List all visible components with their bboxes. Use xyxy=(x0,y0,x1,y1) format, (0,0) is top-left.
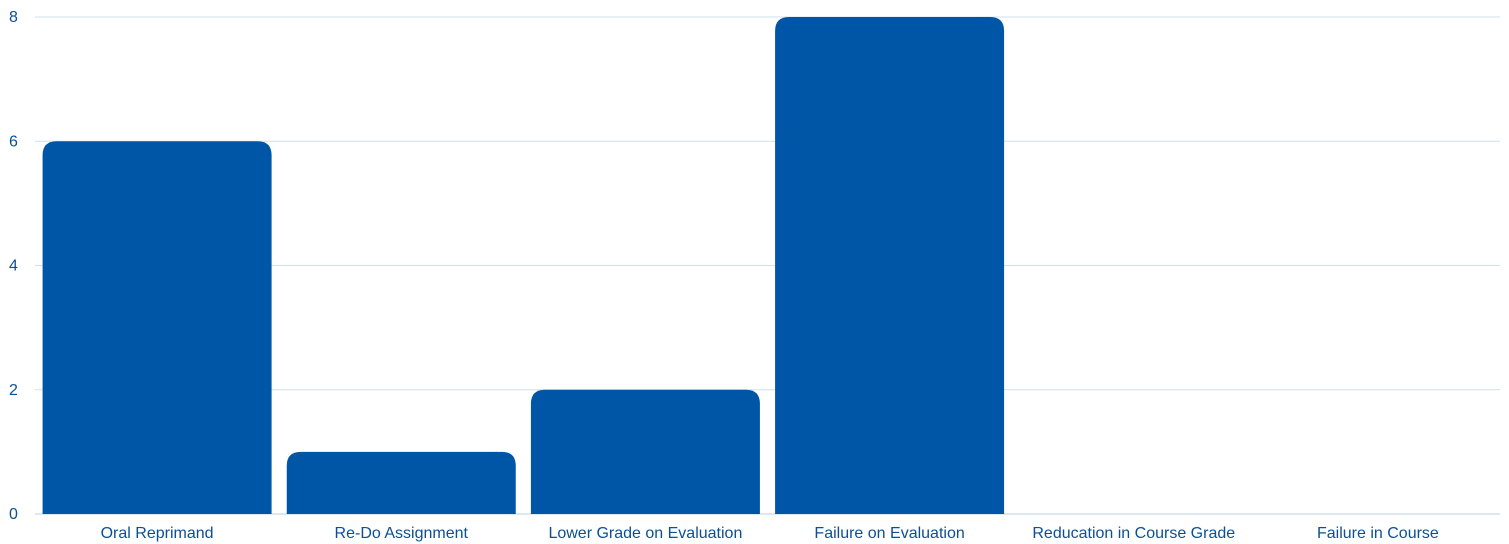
y-axis-ticks: 0 2 4 6 8 xyxy=(9,9,18,523)
bar-lower-grade-on-evaluation xyxy=(530,389,760,514)
x-category-label: Failure on Evaluation xyxy=(814,525,964,542)
bars xyxy=(42,17,1005,514)
x-axis-labels: Oral Reprimand Re-Do Assignment Lower Grad… xyxy=(101,525,1439,542)
x-category-label: Reducation in Course Grade xyxy=(1032,525,1235,542)
x-category-label: Oral Reprimand xyxy=(101,525,214,542)
y-tick-label: 6 xyxy=(9,133,18,150)
bar-oral-reprimand xyxy=(42,141,272,514)
y-tick-label: 8 xyxy=(9,9,18,26)
y-tick-label: 2 xyxy=(9,382,18,399)
bar-failure-on-evaluation xyxy=(775,17,1005,514)
x-category-label: Lower Grade on Evaluation xyxy=(548,525,742,542)
y-tick-label: 0 xyxy=(9,506,18,523)
y-tick-label: 4 xyxy=(9,258,18,275)
x-category-label: Failure in Course xyxy=(1317,525,1439,542)
gridlines xyxy=(35,16,1500,515)
bar-re-do-assignment xyxy=(286,451,516,514)
x-category-label: Re-Do Assignment xyxy=(335,525,469,542)
